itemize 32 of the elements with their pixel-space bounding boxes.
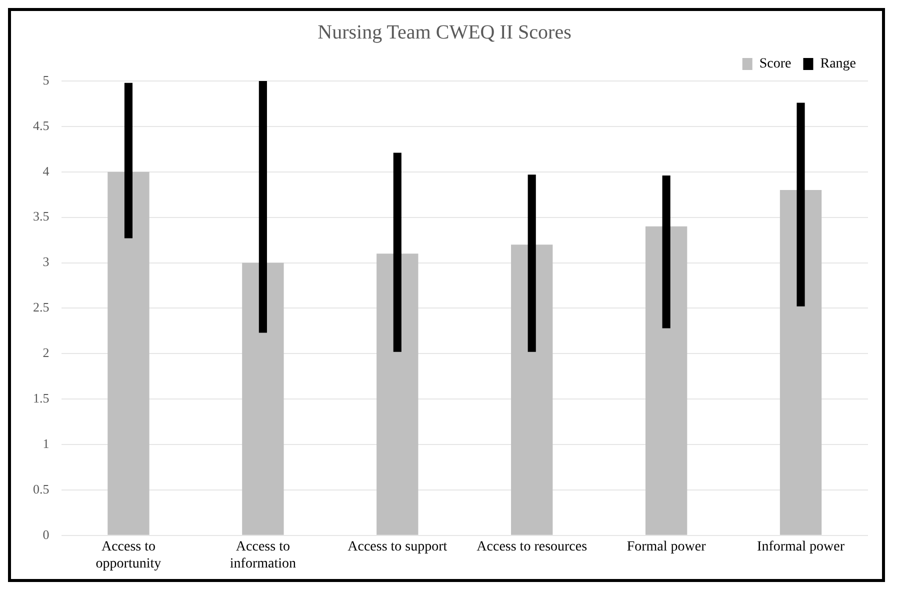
y-tick-label: 4.5 [33,118,50,133]
bar [645,226,688,535]
y-tick-label: 5 [42,72,50,88]
x-tick-label: Access to opportunity [96,539,162,572]
bar [662,176,670,328]
bar [528,174,536,352]
y-tick-label: 0 [42,526,50,542]
y-tick-label: 1 [42,436,50,451]
chart-title: Nursing Team CWEQ II Scores [318,21,572,44]
x-tick-label: Access to information [230,539,296,572]
y-tick-label: 2 [42,345,50,360]
bar [780,190,822,535]
y-tick-label: 3 [42,254,50,270]
bar [511,244,553,535]
y-tick-label: 0.5 [33,481,50,496]
x-tick-label: Informal power [757,539,845,554]
bar [393,152,402,352]
y-tick-label: 2.5 [33,300,50,315]
bar [258,81,267,333]
bar [376,254,418,535]
legend-label: Score [759,56,792,72]
y-tick-label: 1.5 [33,390,50,406]
bar [242,262,284,535]
y-tick-label: 3.5 [33,208,50,224]
bar [108,172,150,535]
legend-label: Range [820,56,856,72]
x-tick-label: Access to resources [476,539,588,554]
bar [796,102,805,306]
bar [124,82,133,238]
y-tick-label: 4 [42,163,50,178]
x-tick-label: Access to support [348,539,448,554]
x-tick-label: Formal power [626,539,706,554]
